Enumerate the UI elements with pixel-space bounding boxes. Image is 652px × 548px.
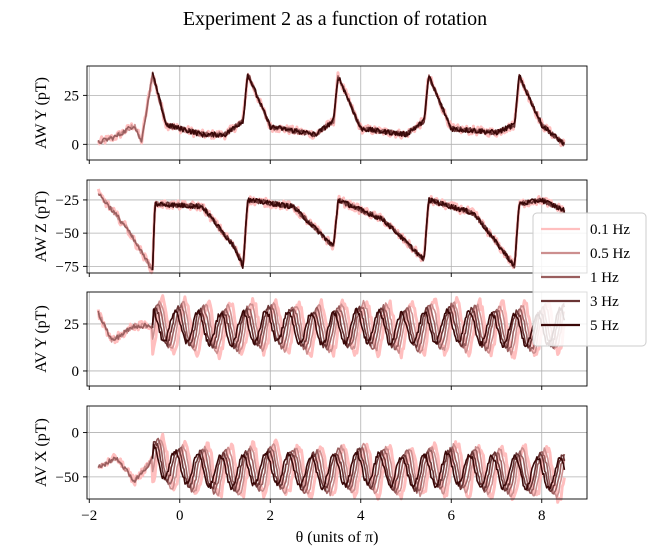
series-line-1-Hz — [97, 302, 565, 353]
y-tick-label: 0 — [72, 137, 80, 153]
series-line-3-Hz — [151, 197, 565, 271]
panel-frame — [86, 65, 588, 161]
series-line-3-Hz — [151, 303, 566, 350]
legend: 0.1 Hz 0.5 Hz 1 Hz 3 Hz 5 Hz — [532, 212, 647, 347]
series-line-5-Hz — [151, 197, 566, 271]
y-tick-label: 25 — [64, 88, 79, 104]
panel-1: 0 25 AW Y (pT) — [33, 65, 588, 164]
y-axis-label: AV X (pT) — [33, 418, 50, 487]
x-tick-label: 2 — [267, 508, 275, 524]
y-tick-label: −75 — [56, 259, 79, 275]
legend-label: 5 Hz — [590, 318, 619, 334]
series-line-0_1-Hz — [96, 188, 566, 275]
legend-label: 0.1 Hz — [590, 222, 630, 238]
series-line-5-Hz — [151, 443, 566, 491]
y-axis-label: AW Y (pT) — [33, 77, 50, 149]
panel-frame — [86, 405, 588, 500]
y-tick-label: −50 — [56, 470, 79, 486]
y-axis-label: AV Y (pT) — [33, 305, 50, 373]
y-tick-label: −25 — [56, 193, 79, 209]
x-tick-label: 6 — [448, 508, 456, 524]
legend-label: 3 Hz — [590, 294, 619, 310]
y-tick-label: 0 — [72, 426, 80, 442]
legend-label: 0.5 Hz — [590, 246, 630, 262]
series-line-5-Hz — [151, 72, 565, 146]
panel-2: −75 −50 −25 AW Z (pT) — [33, 179, 588, 277]
legend-label: 1 Hz — [590, 270, 619, 286]
x-axis-label: θ (units of π) — [296, 529, 379, 546]
panel-4: −50 0 AV X (pT) — [33, 405, 588, 504]
y-tick-label: 25 — [64, 317, 79, 333]
legend-box — [532, 212, 647, 347]
panel-3: 0 25 AV Y (pT) — [33, 291, 588, 390]
x-tick-label: 4 — [357, 508, 365, 524]
x-tick-label: 8 — [538, 508, 546, 524]
y-tick-label: −50 — [56, 226, 79, 242]
series-line-5-Hz — [151, 306, 566, 348]
y-axis-label: AW Z (pT) — [33, 191, 50, 262]
y-tick-label: 0 — [72, 364, 80, 380]
x-tick-label: −2 — [81, 508, 97, 524]
chart-title: Experiment 2 as a function of rotation — [183, 8, 487, 30]
x-tick-label: 0 — [176, 508, 184, 524]
series-line-1-Hz — [97, 437, 566, 495]
